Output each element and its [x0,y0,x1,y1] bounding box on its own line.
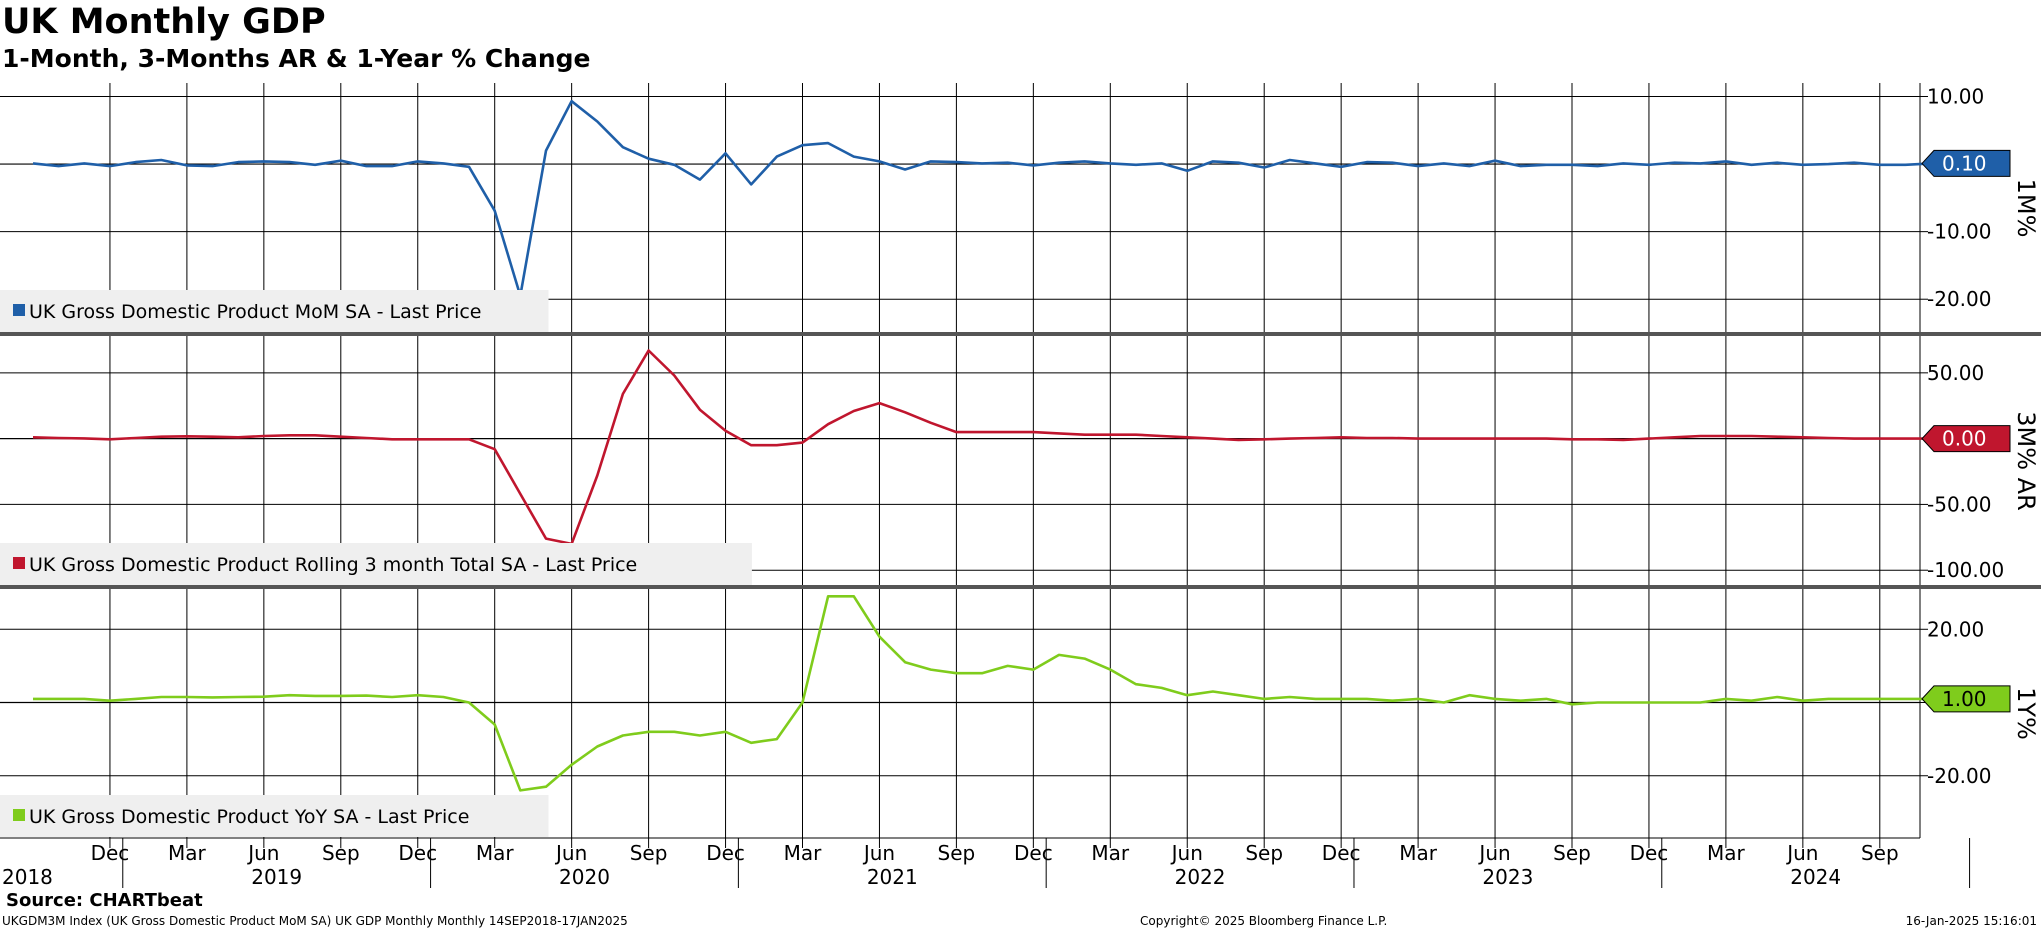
last-value-label: 0.00 [1942,427,1987,451]
footer-timestamp: 16-Jan-2025 15:16:01 [1905,914,2037,928]
x-tick-label-month: Sep [1553,841,1591,865]
x-tick-label-month: Jun [1785,841,1818,865]
source-note: Source: CHARTbeat [6,890,203,911]
x-tick-label-month: Mar [784,841,823,865]
legend-swatch [13,557,25,569]
x-tick-label-month: Dec [706,841,745,865]
y-tick-label: 50.00 [1927,361,1984,385]
x-tick-label-month: Dec [1322,841,1361,865]
x-tick-label-month: Sep [938,841,976,865]
y-axis-label: 1M% [2012,179,2040,238]
footer-copyright: Copyright© 2025 Bloomberg Finance L.P. [1140,914,1388,928]
x-tick-label-month: Jun [1170,841,1203,865]
x-tick-label-month: Mar [1399,841,1438,865]
chart-title: UK Monthly GDP [2,2,326,42]
x-tick-label-month: Jun [862,841,895,865]
legend-box [0,795,549,837]
legend-box [0,543,752,585]
x-tick-label-month: Mar [1091,841,1130,865]
x-tick-label-month: Dec [91,841,130,865]
series-line [33,594,1932,792]
y-tick-label: -50.00 [1927,492,1991,516]
x-tick-label-month: Jun [246,841,279,865]
legend-label: UK Gross Domestic Product Rolling 3 mont… [29,554,637,576]
footer-series-info: UKGDM3M Index (UK Gross Domestic Product… [2,914,628,928]
y-tick-label: -20.00 [1927,287,1991,311]
series-line [32,99,1932,298]
legend-box [0,290,549,332]
x-tick-label-year: 2019 [251,865,302,889]
x-tick-label-month: Mar [476,841,515,865]
y-tick-label: -20.00 [1927,764,1991,788]
x-tick-label-year: 2024 [1790,865,1841,889]
x-tick-label-month: Jun [1477,841,1510,865]
x-tick-label-month: Dec [398,841,437,865]
series-line [32,349,1932,546]
y-tick-label: -10.00 [1927,220,1991,244]
x-tick-label-year: 2021 [867,865,918,889]
x-tick-label-month: Sep [1245,841,1283,865]
last-value-tag [1921,149,2011,177]
x-tick-label-month: Mar [1707,841,1746,865]
chart-subtitle: 1-Month, 3-Months AR & 1-Year % Change [2,44,591,73]
x-tick-label-month: Sep [1861,841,1899,865]
x-tick-label-month: Dec [1630,841,1669,865]
x-tick-label-month: Mar [168,841,207,865]
legend-label: UK Gross Domestic Product YoY SA - Last … [29,806,469,828]
y-tick-label: -100.00 [1927,558,2004,582]
x-tick-label-year: 2018 [2,865,53,889]
x-tick-label-month: Dec [1014,841,1053,865]
panel-separator [0,332,2041,336]
x-tick-label-year: 2023 [1482,865,1533,889]
panel-separator [0,585,2041,589]
y-axis-label: 1Y% [2012,687,2040,740]
x-tick-label-year: 2020 [559,865,610,889]
legend-swatch [13,304,25,316]
x-tick-label-month: Sep [630,841,668,865]
x-tick-label-month: Sep [322,841,360,865]
x-tick-label-year: 2022 [1175,865,1226,889]
legend-label: UK Gross Domestic Product MoM SA - Last … [29,301,482,323]
y-tick-label: 20.00 [1927,617,1984,641]
y-axis-label: 3M% AR [2012,411,2040,511]
last-value-tag [1921,425,2011,453]
last-value-tag [1921,685,2011,713]
legend-swatch [13,809,25,821]
y-tick-label: 10.00 [1927,85,1984,109]
x-tick-label-month: Jun [554,841,587,865]
last-value-label: 1.00 [1942,687,1987,711]
last-value-label: 0.10 [1942,151,1987,175]
